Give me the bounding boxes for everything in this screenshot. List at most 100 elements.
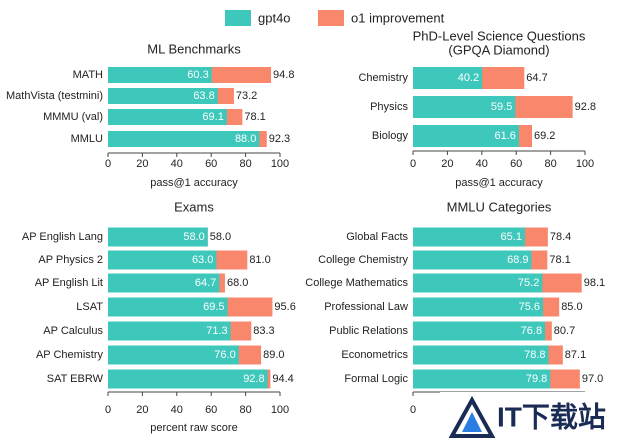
value-label: 73.2 (236, 90, 257, 102)
watermark-logo-accent (462, 412, 482, 432)
value-label: 64.7 (526, 72, 547, 84)
value-label: 97.0 (582, 373, 603, 385)
category-label: MATH (73, 69, 103, 81)
category-label: Professional Law (324, 301, 408, 313)
x-tick-label: 60 (205, 158, 217, 170)
value-label: 94.8 (273, 69, 294, 81)
category-label: MMMU (val) (43, 111, 103, 123)
bar (413, 227, 525, 247)
legend-label: gpt4o (258, 10, 291, 25)
value-label: 92.8 (575, 101, 596, 113)
bar (108, 369, 268, 389)
value-label: 61.6 (495, 130, 516, 142)
category-label: Chemistry (358, 72, 408, 84)
legend-swatch (318, 10, 344, 26)
panel-title: Exams (174, 199, 214, 214)
bar (108, 250, 217, 270)
panel-title: (GPQA Diamond) (448, 42, 549, 57)
value-label: 76.0 (214, 349, 235, 361)
x-tick-label: 40 (171, 404, 183, 416)
value-label: 79.8 (526, 373, 547, 385)
value-label: 69.1 (202, 111, 223, 123)
value-label: 78.8 (524, 349, 545, 361)
bar (413, 321, 546, 341)
x-tick-label: 0 (105, 404, 111, 416)
value-label: 71.3 (206, 325, 227, 337)
value-label: 83.3 (253, 325, 274, 337)
value-label: 78.4 (550, 231, 571, 243)
value-label: 88.0 (235, 133, 256, 145)
bar (413, 250, 532, 270)
category-label: College Mathematics (305, 277, 408, 289)
value-label: 58.0 (210, 231, 231, 243)
x-tick-label: 80 (239, 404, 251, 416)
x-tick-label: 60 (205, 404, 217, 416)
x-axis-label: percent raw score (150, 422, 237, 434)
category-label: AP Physics 2 (38, 254, 103, 266)
value-label: 85.0 (561, 301, 582, 313)
bar (413, 345, 549, 365)
bar (108, 345, 239, 365)
value-label: 75.6 (519, 301, 540, 313)
panel-title: ML Benchmarks (147, 41, 241, 56)
x-tick-label: 40 (476, 158, 488, 170)
panel-title: MMLU Categories (447, 199, 552, 214)
category-label: Global Facts (346, 231, 408, 243)
x-tick-label: 100 (271, 404, 289, 416)
value-label: 40.2 (458, 72, 479, 84)
category-label: SAT EBRW (47, 373, 104, 385)
category-label: Biology (372, 130, 409, 142)
value-label: 63.8 (193, 90, 214, 102)
value-label: 92.3 (269, 133, 290, 145)
category-label: Public Relations (329, 325, 408, 337)
bar (108, 109, 227, 125)
value-label: 68.0 (227, 277, 248, 289)
value-label: 78.1 (244, 111, 265, 123)
category-label: MathVista (testmini) (6, 90, 103, 102)
bar (108, 227, 208, 247)
value-label: 65.1 (501, 231, 522, 243)
legend-swatch (225, 10, 251, 26)
x-tick-label: 40 (171, 158, 183, 170)
value-label: 95.6 (274, 301, 295, 313)
bar (108, 131, 260, 147)
value-label: 94.4 (272, 373, 293, 385)
value-label: 80.7 (554, 325, 575, 337)
x-tick-label: 80 (239, 158, 251, 170)
x-tick-label: 100 (271, 158, 289, 170)
x-tick-label: 0 (105, 158, 111, 170)
value-label: 75.2 (518, 277, 539, 289)
category-label: Formal Logic (344, 373, 408, 385)
bar (108, 297, 228, 317)
value-label: 98.1 (584, 277, 605, 289)
x-axis-label: pass@1 accuracy (455, 177, 543, 189)
category-label: AP Chemistry (36, 349, 104, 361)
bar (108, 273, 220, 293)
bar (413, 96, 516, 118)
x-tick-label: 20 (136, 404, 148, 416)
category-label: AP Calculus (43, 325, 103, 337)
bar (413, 369, 551, 389)
value-label: 92.8 (243, 373, 264, 385)
value-label: 63.0 (192, 254, 213, 266)
value-label: 64.7 (195, 277, 216, 289)
x-tick-label: 0 (410, 404, 416, 416)
value-label: 78.1 (549, 254, 570, 266)
value-label: 69.5 (203, 301, 224, 313)
bar (108, 321, 231, 341)
value-label: 59.5 (491, 101, 512, 113)
watermark-logo (448, 395, 496, 438)
x-tick-label: 100 (576, 158, 594, 170)
value-label: 58.0 (183, 231, 204, 243)
category-label: AP English Lit (35, 277, 103, 289)
bar (413, 273, 543, 293)
category-label: MMLU (71, 133, 103, 145)
bar (108, 67, 212, 83)
x-tick-label: 60 (510, 158, 522, 170)
panel-title: PhD-Level Science Questions (413, 28, 586, 43)
value-label: 89.0 (263, 349, 284, 361)
category-label: AP English Lang (22, 231, 103, 243)
value-label: 68.9 (507, 254, 528, 266)
x-tick-label: 20 (136, 158, 148, 170)
